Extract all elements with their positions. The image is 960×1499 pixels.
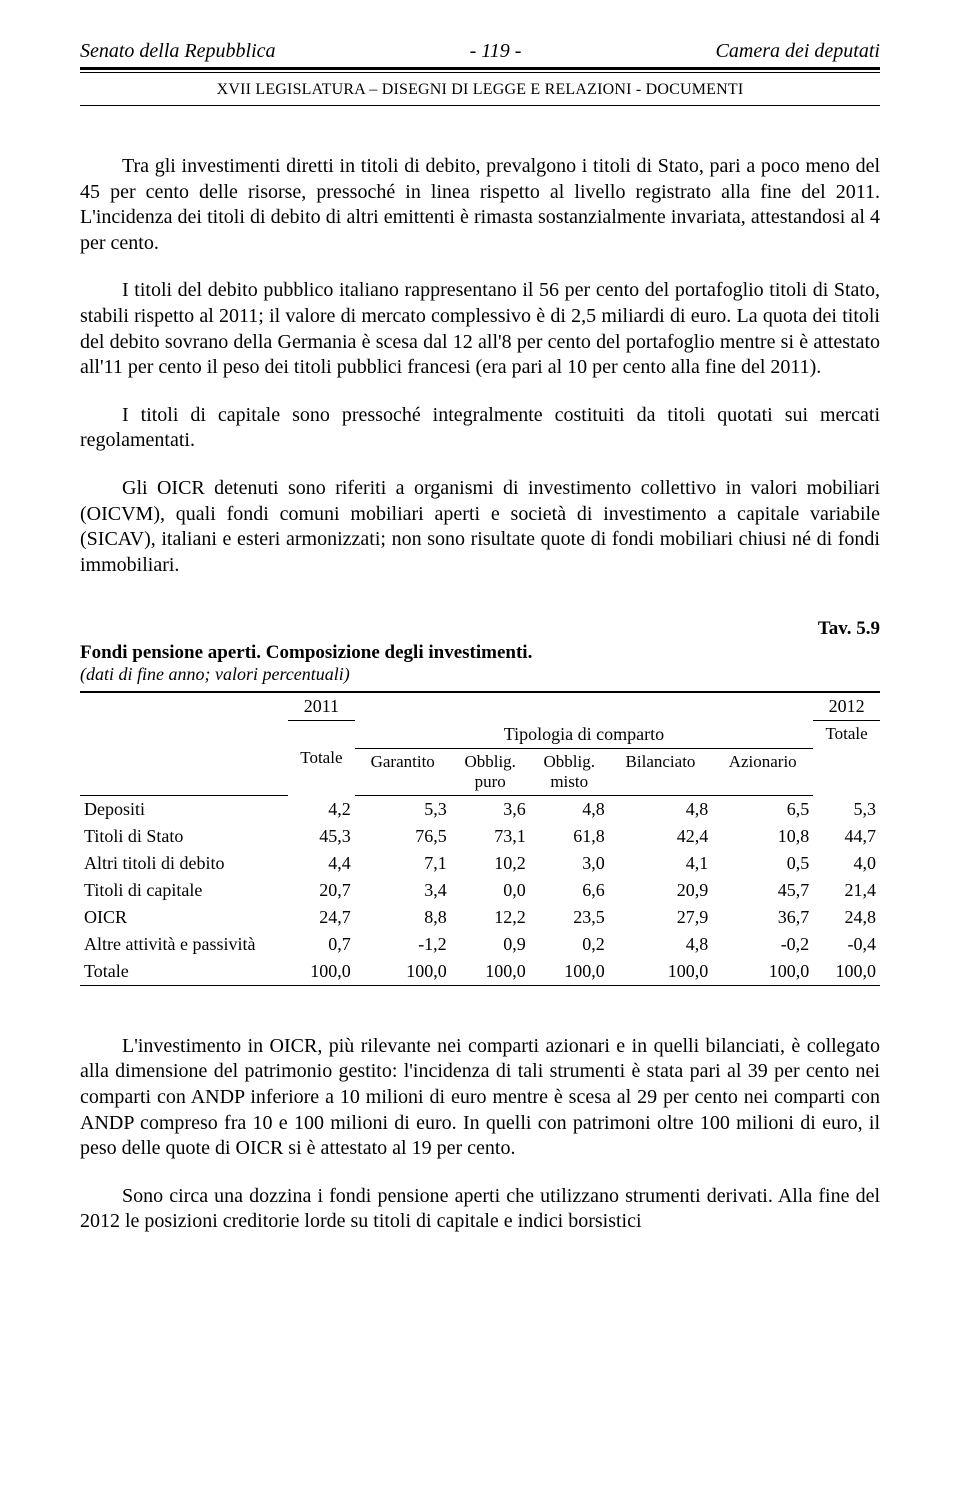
col-obblig-puro: Obblig. puro bbox=[451, 748, 530, 795]
paragraph-2: I titoli del debito pubblico italiano ra… bbox=[80, 278, 880, 380]
paragraph-5: L'investimento in OICR, più rilevante ne… bbox=[80, 1034, 880, 1162]
cell: 4,8 bbox=[609, 795, 712, 823]
cell: 23,5 bbox=[530, 904, 609, 931]
col-obblig-misto-l1: Obblig. bbox=[543, 752, 594, 771]
cell: 0,2 bbox=[530, 931, 609, 958]
header-center: - 119 - bbox=[470, 40, 522, 63]
paragraph-4: Gli OICR detenuti sono riferiti a organi… bbox=[80, 476, 880, 578]
cell: 7,1 bbox=[355, 850, 451, 877]
col-obblig-misto-l2: misto bbox=[550, 772, 588, 791]
cell: 4,8 bbox=[609, 931, 712, 958]
cell: 5,3 bbox=[813, 795, 880, 823]
cell: -0,4 bbox=[813, 931, 880, 958]
cell: 10,8 bbox=[712, 823, 813, 850]
cell: 3,4 bbox=[355, 877, 451, 904]
cell: 4,0 bbox=[813, 850, 880, 877]
table-title: Fondi pensione aperti. Composizione degl… bbox=[80, 642, 880, 664]
cell: -1,2 bbox=[355, 931, 451, 958]
table-total-row: Totale 100,0 100,0 100,0 100,0 100,0 100… bbox=[80, 958, 880, 986]
cell: 0,0 bbox=[451, 877, 530, 904]
cell: 100,0 bbox=[530, 958, 609, 986]
table-header-row-2: Totale Tipologia di comparto Totale bbox=[80, 721, 880, 749]
col-tipologia: Tipologia di comparto bbox=[355, 721, 813, 749]
cell: 4,1 bbox=[609, 850, 712, 877]
cell: 0,7 bbox=[288, 931, 355, 958]
col-obblig-puro-l1: Obblig. bbox=[464, 752, 515, 771]
row-label: Depositi bbox=[80, 795, 288, 823]
col-azionario: Azionario bbox=[712, 748, 813, 795]
cell: 6,6 bbox=[530, 877, 609, 904]
cell: 24,7 bbox=[288, 904, 355, 931]
cell: 20,7 bbox=[288, 877, 355, 904]
table-row: Depositi 4,2 5,3 3,6 4,8 4,8 6,5 5,3 bbox=[80, 795, 880, 823]
cell: 4,8 bbox=[530, 795, 609, 823]
cell: 61,8 bbox=[530, 823, 609, 850]
row-label: Totale bbox=[80, 958, 288, 986]
cell: 0,9 bbox=[451, 931, 530, 958]
row-label: Titoli di capitale bbox=[80, 877, 288, 904]
cell: 24,8 bbox=[813, 904, 880, 931]
cell: 100,0 bbox=[813, 958, 880, 986]
cell: 36,7 bbox=[712, 904, 813, 931]
page-header: Senato della Repubblica - 119 - Camera d… bbox=[80, 40, 880, 65]
cell: 12,2 bbox=[451, 904, 530, 931]
header-rule-thick bbox=[80, 67, 880, 70]
row-label: Altre attività e passività bbox=[80, 931, 288, 958]
col-obblig-misto: Obblig. misto bbox=[530, 748, 609, 795]
col-totale-2011: Totale bbox=[288, 721, 355, 796]
cell: 45,7 bbox=[712, 877, 813, 904]
cell: 4,4 bbox=[288, 850, 355, 877]
cell: 100,0 bbox=[288, 958, 355, 986]
header-sub: XVII LEGISLATURA – DISEGNI DI LEGGE E RE… bbox=[80, 73, 880, 105]
header-sub-rule bbox=[80, 105, 880, 106]
cell: 100,0 bbox=[609, 958, 712, 986]
cell: 44,7 bbox=[813, 823, 880, 850]
row-label: Titoli di Stato bbox=[80, 823, 288, 850]
page: Senato della Repubblica - 119 - Camera d… bbox=[0, 0, 960, 1295]
cell: 6,5 bbox=[712, 795, 813, 823]
cell: 42,4 bbox=[609, 823, 712, 850]
cell: 5,3 bbox=[355, 795, 451, 823]
cell: 100,0 bbox=[355, 958, 451, 986]
cell: 21,4 bbox=[813, 877, 880, 904]
cell: 45,3 bbox=[288, 823, 355, 850]
cell: 100,0 bbox=[712, 958, 813, 986]
table-row: Titoli di Stato 45,3 76,5 73,1 61,8 42,4… bbox=[80, 823, 880, 850]
cell: 73,1 bbox=[451, 823, 530, 850]
cell: 3,0 bbox=[530, 850, 609, 877]
table-row: Altre attività e passività 0,7 -1,2 0,9 … bbox=[80, 931, 880, 958]
header-right: Camera dei deputati bbox=[716, 40, 880, 63]
cell: 20,9 bbox=[609, 877, 712, 904]
cell: 8,8 bbox=[355, 904, 451, 931]
table-row: Titoli di capitale 20,7 3,4 0,0 6,6 20,9… bbox=[80, 877, 880, 904]
paragraph-3: I titoli di capitale sono pressoché inte… bbox=[80, 403, 880, 454]
table-row: Altri titoli di debito 4,4 7,1 10,2 3,0 … bbox=[80, 850, 880, 877]
row-label: OICR bbox=[80, 904, 288, 931]
cell: 4,2 bbox=[288, 795, 355, 823]
table-header-row-1: 2011 2012 bbox=[80, 692, 880, 721]
paragraph-6: Sono circa una dozzina i fondi pensione … bbox=[80, 1184, 880, 1235]
paragraph-1: Tra gli investimenti diretti in titoli d… bbox=[80, 154, 880, 256]
cell: 0,5 bbox=[712, 850, 813, 877]
cell: 76,5 bbox=[355, 823, 451, 850]
row-label: Altri titoli di debito bbox=[80, 850, 288, 877]
col-garantito: Garantito bbox=[355, 748, 451, 795]
col-bilanciato: Bilanciato bbox=[609, 748, 712, 795]
col-2011: 2011 bbox=[288, 692, 355, 721]
col-2012: 2012 bbox=[813, 692, 880, 721]
cell: 100,0 bbox=[451, 958, 530, 986]
col-obblig-puro-l2: puro bbox=[475, 772, 506, 791]
table-header-row-3: Garantito Obblig. puro Obblig. misto Bil… bbox=[80, 748, 880, 795]
cell: 27,9 bbox=[609, 904, 712, 931]
table-subtitle: (dati di fine anno; valori percentuali) bbox=[80, 664, 880, 685]
header-left: Senato della Repubblica bbox=[80, 40, 276, 63]
table-row: OICR 24,7 8,8 12,2 23,5 27,9 36,7 24,8 bbox=[80, 904, 880, 931]
col-totale-2012: Totale bbox=[813, 721, 880, 796]
investment-table: 2011 2012 Totale Tipologia di comparto T… bbox=[80, 691, 880, 986]
cell: 10,2 bbox=[451, 850, 530, 877]
cell: 3,6 bbox=[451, 795, 530, 823]
cell: -0,2 bbox=[712, 931, 813, 958]
table-ref: Tav. 5.9 bbox=[80, 618, 880, 640]
